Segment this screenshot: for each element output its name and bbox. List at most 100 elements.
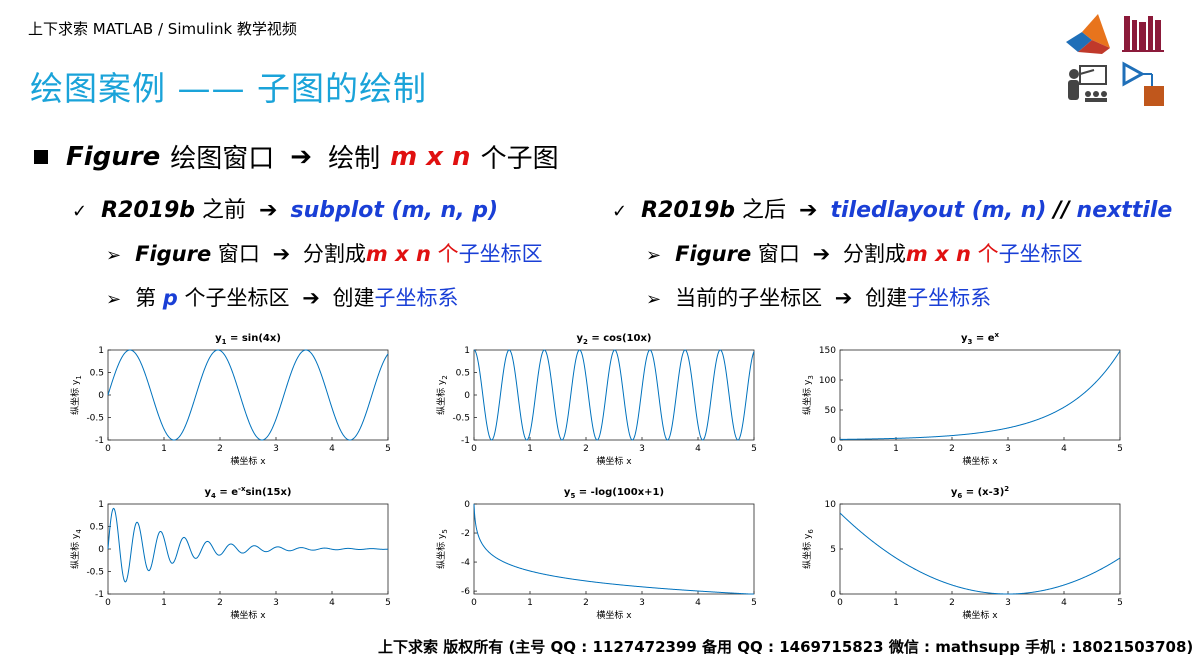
- subplot-2: y2 = cos(10x) 0 1 2 3 4 5 -1 -0.5 0 0.5 1 横坐标 x 纵坐标 y…: [435, 333, 757, 467]
- sub-axes-area-text: 子坐标区: [998, 242, 1083, 266]
- x-tick-label: 5: [385, 444, 391, 454]
- subplot-1: y1 = sin(4x) 0 1 2 3 4 5 -1 -0.5 0 0.5 1 横坐标 x 纵坐标 y1: [69, 333, 391, 467]
- arrow-icon: ➔: [799, 198, 818, 223]
- chart-title: y3 = ex: [961, 331, 1000, 346]
- y-axis-label: 纵坐标 y1: [69, 375, 83, 415]
- split-text: 分割成: [842, 242, 906, 266]
- x-tick-label: 2: [949, 444, 955, 454]
- check-icon: ✓: [612, 201, 628, 222]
- series-line: [107, 349, 389, 441]
- y-axis-label: 纵坐标 y6: [801, 529, 815, 569]
- mxn-label: m x n: [365, 242, 431, 266]
- x-tick-label: 5: [1117, 444, 1123, 454]
- y-tick-label: 0: [98, 391, 104, 401]
- simulink-block-icon: [1122, 61, 1164, 106]
- y-tick-label: 0: [464, 500, 470, 510]
- x-tick-label: 2: [583, 598, 589, 608]
- p-label: p: [162, 286, 178, 310]
- x-axis-label: 横坐标 x: [230, 609, 266, 621]
- y-tick-label: -1: [461, 436, 470, 446]
- matlab-logo-icon: [1066, 14, 1110, 54]
- x-tick-label: 5: [751, 598, 757, 608]
- y-tick-label: 10: [825, 500, 837, 510]
- subplot-5: y5 = -log(100x+1) 0 1 2 3 4 5 -6 -4 -2 0 横坐标 x 纵坐标 y…: [435, 487, 757, 621]
- y-axis-label: 纵坐标 y2: [435, 375, 449, 415]
- x-tick-label: 0: [471, 444, 477, 454]
- y-tick-label: 0.5: [90, 523, 104, 533]
- y-tick-label: -2: [461, 529, 470, 539]
- sub-coord-system-text: 子坐标系: [907, 286, 992, 310]
- main-text-3: 个子图: [480, 144, 559, 174]
- x-tick-label: 0: [837, 444, 843, 454]
- arrow-icon: ➔: [834, 286, 853, 310]
- x-axis-label: 横坐标 x: [596, 609, 632, 621]
- y-tick-label: -0.5: [86, 568, 104, 578]
- series-line: [839, 512, 1121, 595]
- y-tick-label: -0.5: [452, 414, 470, 424]
- right-item-2: ➢ 当前的子坐标区 ➔ 创建子坐标系: [646, 282, 991, 312]
- y-tick-label: 0: [464, 391, 470, 401]
- y-tick-label: 0: [98, 545, 104, 555]
- y-tick-label: 0.5: [456, 369, 470, 379]
- nexttile-func: nexttile: [1076, 198, 1173, 223]
- arrow-icon: ➔: [272, 242, 291, 266]
- x-tick-label: 1: [893, 444, 899, 454]
- copyright-footer: 上下求索 版权所有 (主号 QQ : 1127472399 备用 QQ : 14…: [378, 638, 1192, 656]
- x-tick-label: 1: [527, 444, 533, 454]
- x-tick-label: 5: [1117, 598, 1123, 608]
- di-text: 第: [135, 286, 157, 310]
- axes-box: [107, 503, 389, 595]
- x-axis-label: 横坐标 x: [962, 609, 998, 621]
- x-tick-label: 2: [217, 444, 223, 454]
- arrowhead-bullet-icon: ➢: [646, 289, 662, 310]
- create-text: 创建: [865, 286, 908, 310]
- right-item-1: ➢ Figure 窗口 ➔ 分割成m x n 个子坐标区: [646, 238, 1083, 268]
- y-axis-label: 纵坐标 y5: [435, 529, 449, 569]
- y-tick-label: 50: [825, 406, 837, 416]
- left-version: R2019b: [101, 198, 196, 223]
- sub-axes-area-text: 子坐标区: [458, 242, 543, 266]
- x-axis-label: 横坐标 x: [596, 455, 632, 467]
- books-icon: [1122, 16, 1164, 52]
- x-tick-label: 0: [105, 598, 111, 608]
- tiledlayout-func: tiledlayout (m, n): [830, 198, 1047, 223]
- y-tick-label: 1: [464, 346, 470, 356]
- main-bullet: Figure 绘图窗口 ➔ 绘制 m x n 个子图: [34, 138, 559, 175]
- series-line: [107, 507, 389, 583]
- x-tick-label: 3: [1005, 444, 1011, 454]
- x-tick-label: 4: [695, 598, 701, 608]
- axes-box: [839, 349, 1121, 441]
- axes-box: [473, 503, 755, 595]
- chart-title: y2 = cos(10x): [576, 333, 651, 346]
- x-tick-label: 1: [161, 598, 167, 608]
- right-head-text: 之后: [742, 198, 787, 223]
- arrow-icon: ➔: [302, 286, 320, 310]
- x-tick-label: 3: [273, 444, 279, 454]
- y-axis-label: 纵坐标 y3: [801, 375, 815, 415]
- separator-text: //: [1053, 198, 1070, 223]
- series-line: [473, 349, 755, 441]
- x-tick-label: 0: [837, 598, 843, 608]
- left-item-1: ➢ Figure 窗口 ➔ 分割成m x n 个子坐标区: [106, 238, 543, 268]
- y-axis-label: 纵坐标 y4: [69, 529, 83, 569]
- left-heading: ✓ R2019b 之前 ➔ subplot (m, n, p): [72, 192, 498, 224]
- x-tick-label: 2: [949, 598, 955, 608]
- main-text-2: 绘制: [328, 144, 381, 174]
- y-tick-label: 150: [819, 346, 836, 356]
- y-tick-label: 0: [830, 436, 836, 446]
- left-head-text: 之前: [202, 198, 247, 223]
- square-bullet-icon: [34, 149, 48, 164]
- chart-title: y5 = -log(100x+1): [564, 487, 664, 500]
- window-text: 窗口: [757, 242, 800, 266]
- x-axis-label: 横坐标 x: [962, 455, 998, 467]
- sub-coord-system-text: 子坐标系: [374, 286, 459, 310]
- y-tick-label: -6: [461, 587, 470, 597]
- window-text: 窗口: [217, 242, 260, 266]
- y-tick-label: -1: [95, 436, 104, 446]
- check-icon: ✓: [72, 201, 88, 222]
- x-tick-label: 1: [161, 444, 167, 454]
- y-tick-label: -0.5: [86, 414, 104, 424]
- current-sub-axes-text: 当前的子坐标区: [675, 286, 823, 310]
- y-tick-label: -1: [95, 590, 104, 600]
- x-tick-label: 0: [105, 444, 111, 454]
